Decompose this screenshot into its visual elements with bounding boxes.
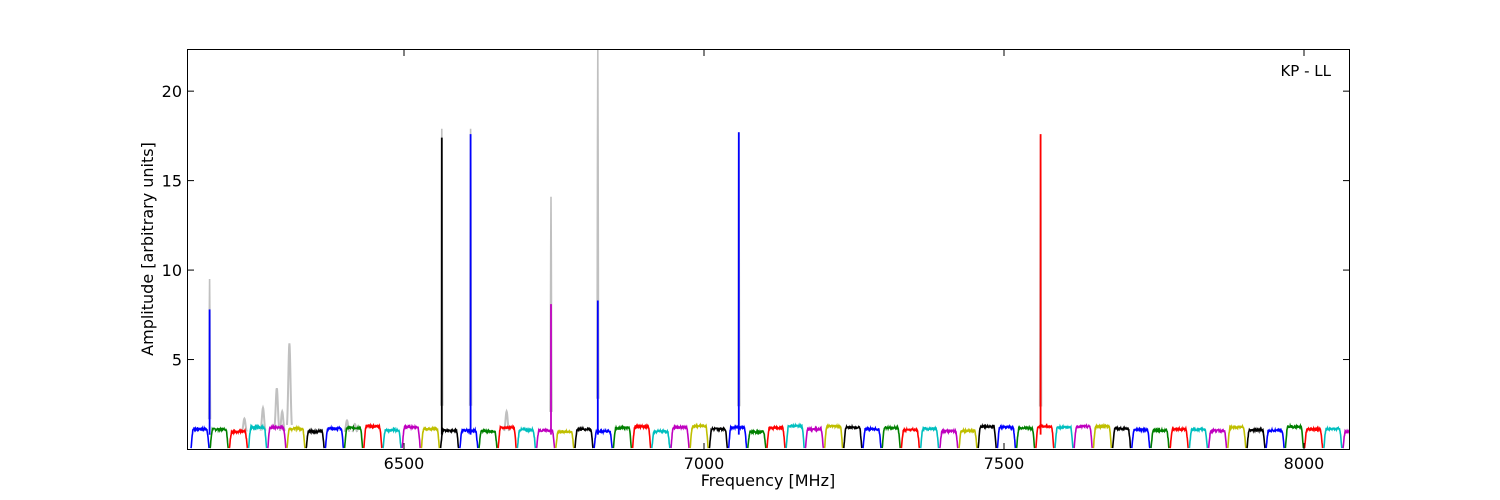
plot-area (190, 50, 1349, 449)
channel-trace (1131, 426, 1151, 449)
channel-trace (459, 426, 479, 449)
channel-trace (1015, 424, 1036, 449)
y-tick-label: 5 (172, 351, 182, 370)
channel-trace (670, 423, 690, 449)
channel-trace (305, 427, 325, 449)
channel-trace (574, 425, 594, 449)
channel-trace (516, 425, 537, 449)
channel-trace (708, 425, 729, 449)
channel-trace (1323, 425, 1343, 449)
channel-trace (804, 425, 825, 449)
channel-trace (1265, 426, 1285, 449)
channel-trace (843, 423, 863, 449)
channel-trace (190, 425, 210, 449)
channel-trace (286, 424, 306, 449)
channel-trace (996, 423, 1017, 449)
channel-trace (401, 423, 421, 449)
axis-ticks: 6500 7000 7500 8000 5 10 15 20 (162, 50, 1349, 473)
channel-trace (1207, 427, 1228, 449)
channel-trace (785, 422, 805, 449)
x-tick-label: 8000 (1284, 454, 1325, 473)
channel-trace (651, 427, 671, 449)
channel-trace (1035, 422, 1055, 449)
y-tick-label: 20 (162, 82, 182, 101)
channel-trace (497, 424, 517, 449)
series-annotation: KP - LL (1280, 62, 1331, 80)
channel-trace (439, 427, 460, 449)
x-tick-label: 7000 (684, 454, 725, 473)
channel-trace (363, 422, 383, 449)
channel-trace (209, 426, 229, 449)
channel-trace (881, 424, 901, 449)
channel-trace (267, 423, 287, 449)
y-axis-label: Amplitude [arbitrary units] (138, 142, 157, 356)
channel-trace (420, 425, 441, 449)
channel-trace (324, 424, 345, 449)
y-tick-label: 15 (162, 172, 182, 191)
channel-trace (919, 425, 940, 449)
channel-trace (612, 424, 633, 449)
y-tick-label: 10 (162, 261, 182, 280)
channel-trace (478, 427, 498, 449)
channel-trace (1342, 428, 1349, 449)
channel-trace (1303, 425, 1324, 449)
channel-trace (977, 422, 997, 449)
channel-trace (747, 428, 767, 449)
channel-trace (958, 426, 978, 449)
x-axis-label: Frequency [MHz] (701, 471, 835, 490)
channel-trace (1246, 425, 1266, 449)
background-peak (259, 404, 267, 431)
channel-trace (555, 428, 575, 449)
channel-trace (343, 424, 364, 449)
channel-trace (766, 424, 786, 449)
channel-trace (1169, 425, 1189, 449)
plot-frame (187, 49, 1350, 450)
channel-trace (228, 427, 249, 449)
x-tick-label: 6500 (384, 454, 425, 473)
channel-trace (1284, 422, 1305, 449)
channel-trace (1073, 422, 1093, 449)
channel-trace (1092, 422, 1113, 449)
channel-trace (1111, 425, 1132, 449)
background-peak (503, 408, 510, 432)
channel-trace (631, 423, 652, 449)
channel-trace (1054, 423, 1074, 449)
channel-trace (382, 426, 402, 449)
channel-trace (939, 427, 959, 449)
channel-trace (1188, 426, 1209, 449)
channel-trace (900, 426, 921, 449)
background-peak (241, 416, 248, 432)
channel-trace (823, 423, 844, 449)
channel-trace (1150, 426, 1170, 449)
background-peak (273, 388, 281, 429)
channel-trace (247, 423, 268, 449)
channel-trace (1227, 423, 1247, 449)
background-peak (286, 343, 293, 425)
x-tick-label: 7500 (984, 454, 1025, 473)
channel-trace (862, 425, 882, 449)
channel-trace (727, 424, 748, 449)
channel-trace (689, 422, 709, 449)
